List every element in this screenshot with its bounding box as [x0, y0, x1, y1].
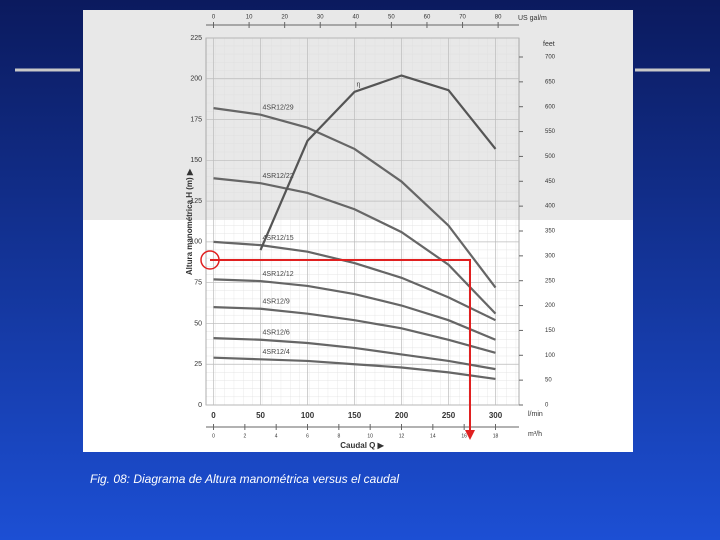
x-tick-label: 300 — [489, 411, 503, 420]
series-line — [213, 177, 497, 315]
y-tick-label: 175 — [190, 116, 202, 123]
y-tick-label: 125 — [190, 198, 202, 205]
x3-tick-label: 6 — [306, 433, 309, 439]
x-unit: l/min — [528, 411, 543, 418]
x3-unit: m³/h — [528, 431, 542, 438]
series-label: 4SR12/29 — [263, 105, 294, 112]
x2-tick-label: 10 — [246, 15, 253, 21]
series-line — [213, 306, 496, 354]
arrow-head — [465, 430, 475, 440]
y2-tick-label: 150 — [545, 328, 556, 334]
annotation — [200, 250, 475, 440]
series-line — [213, 337, 496, 371]
series-label: η — [357, 82, 361, 89]
series-label: 4SR12/22 — [263, 173, 294, 180]
y2-tick-label: 50 — [545, 378, 552, 384]
x3-tick-label: 16 — [461, 433, 467, 439]
x2-tick-label: 50 — [388, 15, 395, 21]
series-label: 4SR12/6 — [263, 330, 290, 337]
x-tick-label: 100 — [301, 411, 315, 420]
series-line — [213, 107, 497, 289]
x2-tick-label: 30 — [317, 15, 324, 21]
y2-tick-label: 400 — [545, 204, 556, 210]
series-label: 4SR12/4 — [263, 349, 290, 356]
x2-tick-label: 80 — [495, 15, 502, 21]
x2-unit: US gal/m — [518, 15, 547, 22]
x3-tick-label: 8 — [337, 433, 340, 439]
y2-tick-label: 300 — [545, 253, 556, 259]
x-tick-label: 0 — [211, 411, 216, 420]
x3-tick-label: 10 — [367, 433, 373, 439]
x2-tick-label: 0 — [212, 15, 216, 21]
caption: Fig. 08: Diagrama de Altura manométrica … — [90, 472, 399, 486]
series-line — [213, 278, 496, 341]
x2-tick-label: 60 — [424, 15, 431, 21]
y2-tick-label: 600 — [545, 104, 556, 110]
series-line — [213, 356, 496, 380]
y2-tick-label: 250 — [545, 278, 556, 284]
y-tick-label: 200 — [190, 76, 202, 83]
x3-tick-label: 4 — [275, 433, 278, 439]
x-tick-label: 200 — [395, 411, 409, 420]
y2-tick-label: 550 — [545, 129, 556, 135]
x3-tick-label: 2 — [243, 433, 246, 439]
series-label: 4SR12/9 — [263, 299, 290, 306]
x-tick-label: 50 — [256, 411, 265, 420]
x-axis-label: Caudal Q ▶ — [340, 441, 384, 450]
x3-tick-label: 0 — [212, 433, 215, 439]
reading-line — [210, 259, 471, 432]
x2-tick-label: 70 — [459, 15, 466, 21]
series-line — [213, 240, 496, 322]
y-tick-label: 225 — [190, 35, 202, 42]
x-tick-label: 150 — [348, 411, 362, 420]
series-label: 4SR12/15 — [263, 235, 294, 242]
x-tick-label: 250 — [442, 411, 456, 420]
y-tick-label: 25 — [194, 361, 202, 368]
y-tick-label: 50 — [194, 320, 202, 327]
y2-unit: feet — [543, 41, 555, 48]
series-line — [259, 74, 497, 251]
y2-tick-label: 0 — [545, 403, 549, 409]
y-tick-label: 150 — [190, 157, 202, 164]
y2-tick-label: 500 — [545, 154, 556, 160]
y2-tick-label: 200 — [545, 303, 556, 309]
y2-tick-label: 650 — [545, 79, 556, 85]
y-tick-label: 75 — [194, 280, 202, 287]
y-tick-label: 0 — [198, 402, 202, 409]
y2-tick-label: 450 — [545, 179, 556, 185]
y2-tick-label: 100 — [545, 353, 556, 359]
x3-tick-label: 14 — [430, 433, 436, 439]
y-tick-label: 100 — [190, 239, 202, 246]
y2-tick-label: 700 — [545, 55, 556, 61]
y2-tick-label: 350 — [545, 229, 556, 235]
x2-tick-label: 40 — [352, 15, 359, 21]
x3-tick-label: 12 — [399, 433, 405, 439]
x3-tick-label: 18 — [493, 433, 499, 439]
series-label: 4SR12/12 — [263, 271, 294, 278]
y-axis-label: Altura manométrica H (m) ▶ — [185, 168, 194, 275]
x2-tick-label: 20 — [281, 15, 288, 21]
